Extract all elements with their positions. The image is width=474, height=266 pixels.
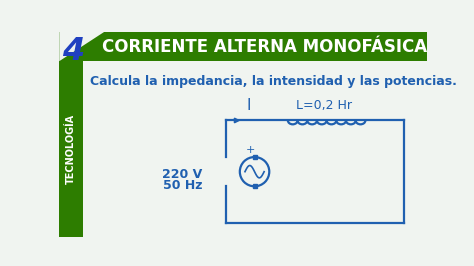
Bar bbox=[59, 32, 427, 61]
Polygon shape bbox=[235, 118, 239, 123]
Text: +: + bbox=[246, 145, 255, 155]
Text: 220 V: 220 V bbox=[163, 168, 202, 181]
Polygon shape bbox=[59, 32, 104, 61]
Text: 4: 4 bbox=[62, 36, 84, 68]
Text: CORRIENTE ALTERNA MONOFÁSICA: CORRIENTE ALTERNA MONOFÁSICA bbox=[102, 38, 427, 56]
Text: TECNOLOGÍA: TECNOLOGÍA bbox=[66, 114, 76, 184]
Text: I: I bbox=[247, 98, 251, 113]
Text: 50 Hz: 50 Hz bbox=[163, 180, 202, 192]
Text: Calcula la impedancia, la intensidad y las potencias.: Calcula la impedancia, la intensidad y l… bbox=[90, 76, 457, 89]
Circle shape bbox=[240, 157, 269, 186]
Bar bbox=[59, 61, 82, 237]
Text: L=0,2 Hr: L=0,2 Hr bbox=[296, 99, 352, 112]
